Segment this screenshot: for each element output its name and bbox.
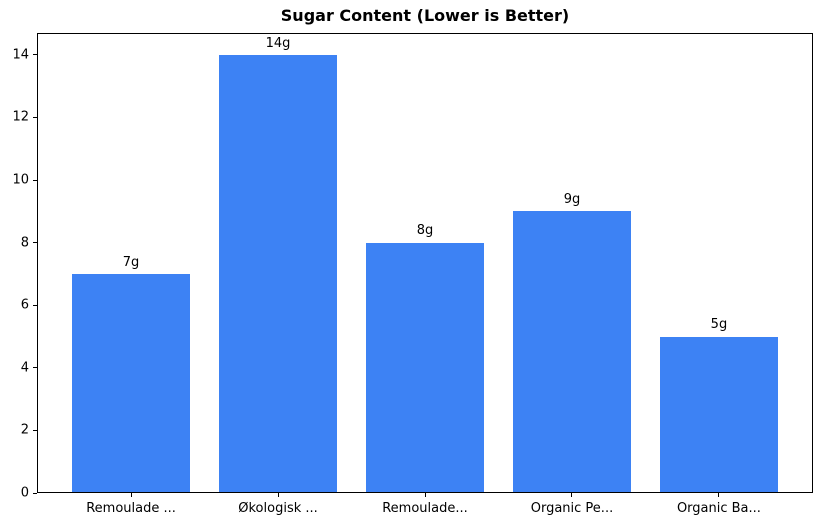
chart-title: Sugar Content (Lower is Better)	[280, 6, 570, 25]
y-tick-mark	[33, 429, 37, 431]
bar-value-label: 8g	[416, 223, 434, 239]
x-tick-mark	[571, 493, 573, 497]
y-tick-label: 14	[12, 47, 29, 63]
y-tick-mark	[33, 492, 37, 494]
x-tick-mark	[277, 493, 279, 497]
x-tick-mark	[718, 493, 720, 497]
bar	[72, 273, 190, 493]
bar-value-label: 9g	[563, 192, 581, 208]
bar-value-label: 5g	[710, 317, 728, 333]
y-tick-label: 6	[20, 297, 29, 313]
y-tick-mark	[33, 179, 37, 181]
y-tick-mark	[33, 242, 37, 244]
y-tick-label: 0	[20, 485, 29, 501]
x-tick-label: Økologisk ...	[238, 501, 318, 516]
bar	[366, 242, 484, 493]
y-tick-mark	[33, 367, 37, 369]
y-tick-label: 8	[20, 235, 29, 251]
plot-area: 0 2 4 6 8 10 12 14 7g Remoulade ... 14g Økologisk .…	[12, 33, 813, 516]
bar-value-label: 14g	[265, 35, 291, 51]
y-tick-label: 4	[20, 360, 29, 376]
x-tick-label: Organic Pe...	[530, 501, 614, 516]
x-tick-label: Remoulade ...	[86, 501, 176, 516]
y-tick-label: 12	[12, 109, 29, 125]
bar	[660, 336, 778, 493]
bar-value-label: 7g	[122, 254, 140, 270]
y-tick-label: 2	[20, 422, 29, 438]
x-tick-mark	[424, 493, 426, 497]
x-tick-label: Remoulade...	[382, 501, 468, 516]
x-tick-mark	[130, 493, 132, 497]
y-tick-mark	[33, 116, 37, 118]
y-tick-mark	[33, 54, 37, 56]
x-tick-label: Organic Ba...	[676, 501, 761, 516]
bar	[219, 54, 337, 493]
y-tick-mark	[33, 304, 37, 306]
y-tick-label: 10	[12, 172, 29, 188]
bar	[513, 211, 631, 493]
